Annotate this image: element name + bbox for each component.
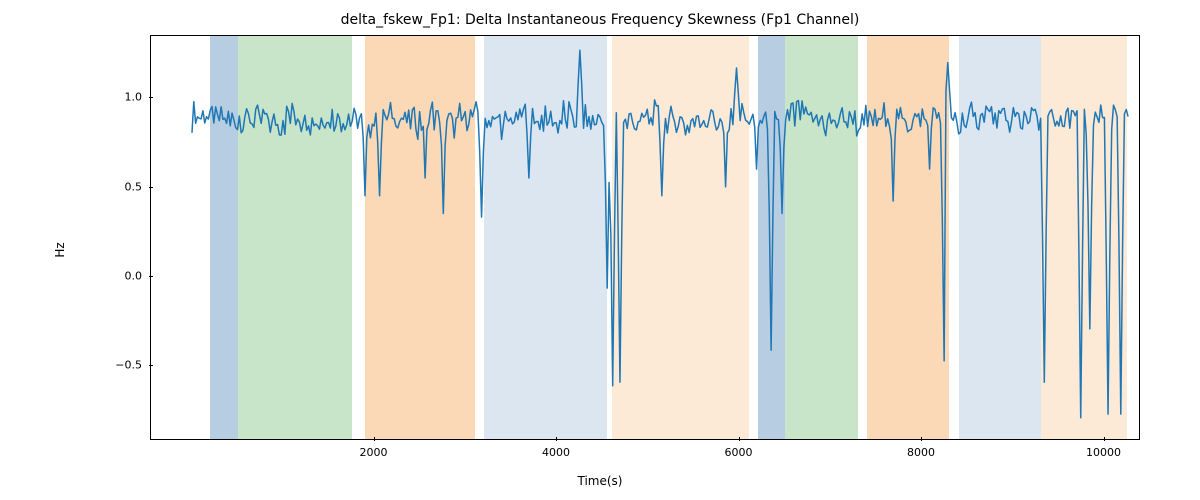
y-tick-label: 0.5	[125, 180, 151, 193]
x-axis-label: Time(s)	[0, 474, 1200, 488]
y-tick-label: 1.0	[125, 91, 151, 104]
axes: −0.50.00.51.0 200040006000800010000	[150, 35, 1140, 440]
x-tick-label: 10000	[1086, 440, 1121, 459]
y-tick-label: −0.5	[115, 359, 150, 372]
x-tick-label: 4000	[542, 440, 570, 459]
x-tick-label: 6000	[725, 440, 753, 459]
signal-line	[192, 50, 1128, 417]
x-tick-label: 2000	[360, 440, 388, 459]
line-plot	[151, 36, 1139, 439]
chart-title: delta_fskew_Fp1: Delta Instantaneous Fre…	[0, 12, 1200, 28]
x-tick-label: 8000	[907, 440, 935, 459]
y-axis-label: Hz	[53, 242, 67, 257]
y-tick-label: 0.0	[125, 269, 151, 282]
plot-area	[150, 35, 1140, 440]
chart-figure: delta_fskew_Fp1: Delta Instantaneous Fre…	[0, 0, 1200, 500]
